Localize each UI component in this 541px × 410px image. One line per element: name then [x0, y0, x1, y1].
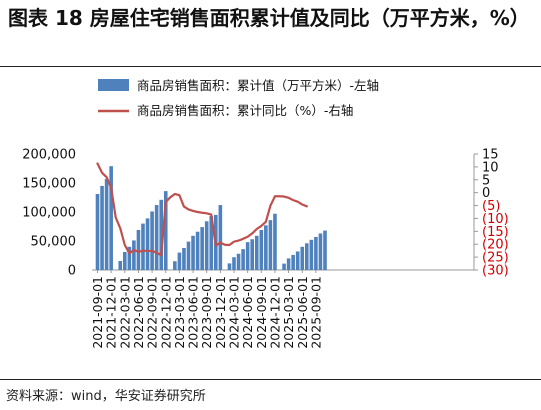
bar	[141, 223, 145, 270]
y-right-tick-label: 15	[482, 148, 499, 163]
x-tick-label: 2022-12-01	[158, 276, 173, 349]
y-left-tick-label: 150,000	[22, 177, 76, 192]
legend: 商品房销售面积：累计值（万平方米）-左轴 商品房销售面积：累计同比（%）-右轴	[98, 78, 379, 118]
bar	[314, 236, 318, 270]
y-right-tick-label: (30)	[482, 264, 509, 279]
bar	[209, 216, 214, 270]
y-left-tick-label: 100,000	[22, 206, 76, 221]
source-note: 资料来源：wind，华安证券研究所	[6, 389, 206, 404]
bar	[204, 221, 209, 270]
bar	[291, 254, 295, 270]
chart-canvas: 商品房销售面积：累计值（万平方米）-左轴 商品房销售面积：累计同比（%）-右轴 …	[22, 78, 508, 349]
bar	[186, 241, 191, 270]
x-axis-ticks: 2021-09-012021-12-012022-03-012022-06-01…	[90, 270, 323, 349]
bar	[318, 233, 323, 270]
x-tick-label: 2022-06-01	[131, 276, 146, 349]
y-left-tick-label: 50,000	[31, 235, 77, 250]
x-tick-label: 2023-12-01	[213, 276, 228, 349]
y-right-tick-label: 5	[482, 173, 490, 188]
bar	[259, 229, 264, 270]
yoy-line	[96, 162, 308, 257]
y-left-tick-label: 0	[68, 264, 76, 279]
bar-series	[95, 166, 327, 270]
bar	[254, 235, 259, 270]
bar	[227, 263, 232, 270]
x-tick-label: 2024-03-01	[227, 276, 242, 349]
bar	[163, 191, 168, 270]
bar	[282, 263, 286, 270]
legend-label-line: 商品房销售面积：累计同比（%）-右轴	[137, 103, 353, 118]
figure-title: 图表 18 房屋住宅销售面积累计值及同比（万平方米，%）	[8, 6, 530, 30]
x-tick-label: 2025-03-01	[281, 276, 296, 349]
x-tick-label: 2025-09-01	[308, 276, 323, 349]
bar	[245, 242, 250, 270]
x-tick-label: 2025-06-01	[295, 276, 310, 349]
bar	[154, 205, 159, 270]
y-right-tick-label: (5)	[482, 199, 500, 214]
bar	[127, 246, 132, 270]
bar	[191, 235, 195, 270]
x-tick-label: 2023-09-01	[199, 276, 214, 349]
x-tick-label: 2021-12-01	[104, 276, 119, 349]
bar	[286, 258, 291, 270]
y-left-tick-label: 200,000	[22, 148, 76, 163]
bar	[150, 211, 154, 270]
line-series	[96, 162, 308, 257]
bar	[273, 213, 277, 270]
bar	[300, 246, 305, 270]
bar	[123, 252, 127, 270]
bar	[268, 220, 273, 270]
axes: 0 50,000 100,000 150,000 200,000 (30)(25)(20)…	[22, 148, 508, 279]
bar	[104, 178, 109, 270]
y-right-tick-label: 0	[482, 186, 490, 201]
bar	[159, 199, 163, 270]
bar	[200, 227, 204, 270]
bar	[100, 185, 104, 270]
bar	[109, 166, 113, 270]
y-right-tick-label: 10	[482, 160, 499, 175]
x-tick-label: 2023-06-01	[186, 276, 201, 349]
bar	[173, 261, 177, 270]
x-tick-label: 2023-03-01	[172, 276, 187, 349]
bar	[132, 240, 136, 270]
x-tick-label: 2024-09-01	[254, 276, 269, 349]
bar	[118, 261, 123, 270]
bar	[218, 205, 223, 270]
bar	[250, 239, 254, 270]
bar	[323, 230, 327, 270]
x-tick-label: 2024-12-01	[267, 276, 282, 349]
x-tick-label: 2022-09-01	[145, 276, 160, 349]
x-tick-label: 2024-06-01	[240, 276, 255, 349]
bar	[95, 194, 100, 270]
bar	[195, 231, 200, 270]
bar	[295, 251, 300, 270]
bar	[232, 257, 236, 270]
bar	[241, 249, 245, 270]
y-right-tick-label: (25)	[482, 251, 509, 266]
bar	[177, 252, 182, 270]
y-right-tick-label: (20)	[482, 238, 509, 253]
bar	[136, 229, 141, 270]
y-right-tick-label: (15)	[482, 225, 509, 240]
bar	[182, 247, 186, 270]
legend-label-bar: 商品房销售面积：累计值（万平方米）-左轴	[137, 78, 379, 93]
legend-swatch-bar	[98, 79, 129, 91]
top-divider	[0, 66, 541, 67]
bar	[236, 253, 241, 270]
y-right-tick-label: (10)	[482, 212, 509, 227]
bar	[264, 225, 268, 270]
bottom-divider	[0, 379, 541, 380]
bar	[305, 243, 309, 270]
x-tick-label: 2022-03-01	[117, 276, 132, 349]
bar	[145, 218, 150, 270]
bar	[309, 239, 314, 270]
x-tick-label: 2021-09-01	[90, 276, 105, 349]
